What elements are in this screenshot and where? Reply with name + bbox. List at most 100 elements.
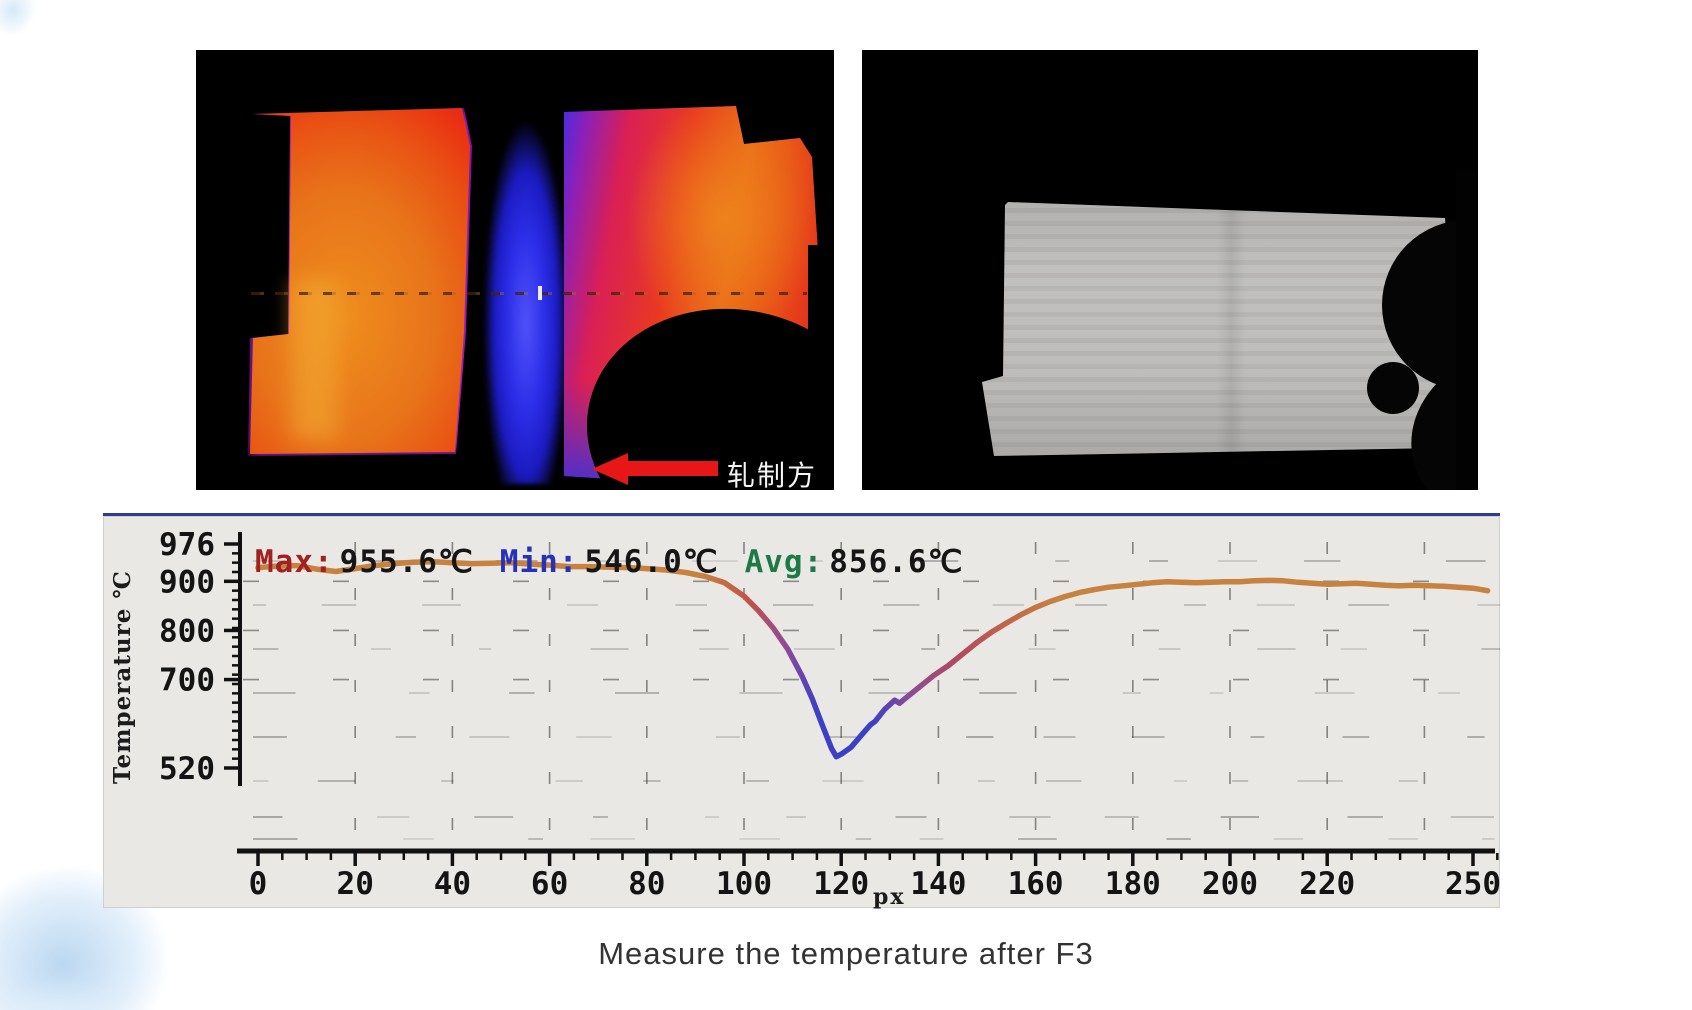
noise-mark [1445, 560, 1486, 562]
y-tick-label: 976 [159, 527, 215, 563]
noise-mark [555, 780, 583, 782]
noise-mark [1398, 780, 1418, 782]
measuring-line-highlight [538, 286, 542, 300]
x-tick-label: 100 [716, 866, 772, 902]
corner-decoration-top-left [0, 0, 57, 63]
min-label: Min: [499, 544, 579, 580]
rolling-direction-arrow-icon [624, 461, 718, 476]
noise-mark [1482, 838, 1495, 840]
noise-mark [253, 604, 267, 606]
noise-mark [1122, 692, 1141, 694]
x-tick-label: 40 [434, 866, 471, 902]
avg-label: Avg: [744, 544, 824, 580]
thermal-left-slab-hot-strip [292, 280, 338, 440]
noise-mark [479, 648, 492, 650]
noise-mark [1450, 816, 1494, 818]
noise-mark [1075, 604, 1108, 606]
max-label: Max: [255, 544, 334, 580]
noise-mark [593, 816, 609, 818]
noise-mark [1388, 838, 1419, 840]
x-tick-label: 60 [531, 866, 568, 902]
noise-mark [1304, 560, 1341, 562]
noise-mark [643, 780, 661, 782]
noise-mark [1166, 838, 1191, 840]
noise-mark [253, 780, 269, 782]
x-tick-label: 220 [1299, 866, 1355, 902]
noise-mark [1055, 560, 1070, 562]
noise-mark [715, 736, 740, 738]
noise-mark [992, 604, 1025, 606]
noise-mark [921, 648, 936, 650]
noise-mark [1131, 736, 1165, 738]
noise-mark [403, 838, 434, 840]
noise-mark [895, 816, 927, 818]
noise-mark [377, 816, 410, 818]
y-tick-label: 800 [159, 613, 215, 649]
noise-mark [1467, 736, 1485, 738]
noise-mark [441, 780, 454, 782]
noise-mark [1028, 648, 1056, 650]
noise-mark [1184, 604, 1207, 606]
noise-mark [914, 560, 959, 562]
noise-mark [321, 604, 357, 606]
noise-mark [705, 816, 720, 818]
noise-mark [408, 692, 430, 694]
noise-mark [253, 648, 279, 650]
temperature-curve [255, 558, 1491, 760]
noise-mark [786, 816, 806, 818]
noise-mark [528, 838, 543, 840]
x-tick-label: 250 [1445, 866, 1500, 902]
equipment-silhouette [1456, 170, 1478, 490]
temperature-chart-panel: 976 900 800 700 520 0 20 40 60 80 100 120 140 160 180 2… [103, 513, 1500, 910]
noise-mark [509, 692, 535, 694]
noise-mark [253, 736, 287, 738]
noise-mark [1477, 604, 1500, 606]
avg-value: 856.6℃ [829, 544, 964, 580]
noise-mark [868, 692, 911, 694]
figure-caption: Measure the temperature after F3 [598, 936, 1094, 971]
x-tick-label: 180 [1105, 866, 1161, 902]
rolling-direction-label: 轧制方向 [727, 459, 818, 490]
noise-mark [1256, 604, 1295, 606]
x-tick-label: 200 [1202, 866, 1258, 902]
x-tick-label: 120 [813, 866, 869, 902]
y-tick-label: 700 [159, 663, 215, 699]
noise-mark [1438, 692, 1460, 694]
noise-mark [979, 692, 1017, 694]
noise-mark [675, 604, 708, 606]
equipment-silhouette [1367, 362, 1419, 414]
min-value: 546.0℃ [584, 544, 719, 580]
noise-mark [1209, 692, 1224, 694]
equipment-silhouette [808, 245, 834, 490]
x-tick-label: 80 [628, 866, 665, 902]
stat-avg: Avg: 856.6℃ [745, 544, 964, 580]
noise-mark [1347, 816, 1383, 818]
noise-mark [1314, 692, 1355, 694]
thermal-left-slab [250, 108, 470, 454]
noise-mark [919, 838, 944, 840]
stat-min: Min: 546.0℃ [500, 544, 719, 580]
noise-mark [469, 736, 510, 738]
noise-mark [395, 736, 417, 738]
noise-mark [253, 816, 283, 818]
noise-mark [966, 736, 994, 738]
noise-mark [567, 604, 599, 606]
noise-mark [739, 838, 780, 840]
noise-mark [855, 838, 872, 840]
noise-mark [1217, 560, 1258, 562]
noise-mark [422, 604, 461, 606]
thermal-image: 轧制方向 [196, 50, 834, 490]
noise-mark [253, 838, 298, 840]
noise-mark [317, 780, 356, 782]
noise-mark [1009, 816, 1051, 818]
noise-mark [746, 780, 769, 782]
noise-mark [1104, 816, 1139, 818]
noise-mark [576, 736, 612, 738]
noise-mark [1173, 780, 1188, 782]
noise-mark [977, 780, 995, 782]
x-tick-label: 0 [249, 866, 268, 902]
noise-mark [1232, 780, 1249, 782]
noise-mark [1342, 736, 1370, 738]
